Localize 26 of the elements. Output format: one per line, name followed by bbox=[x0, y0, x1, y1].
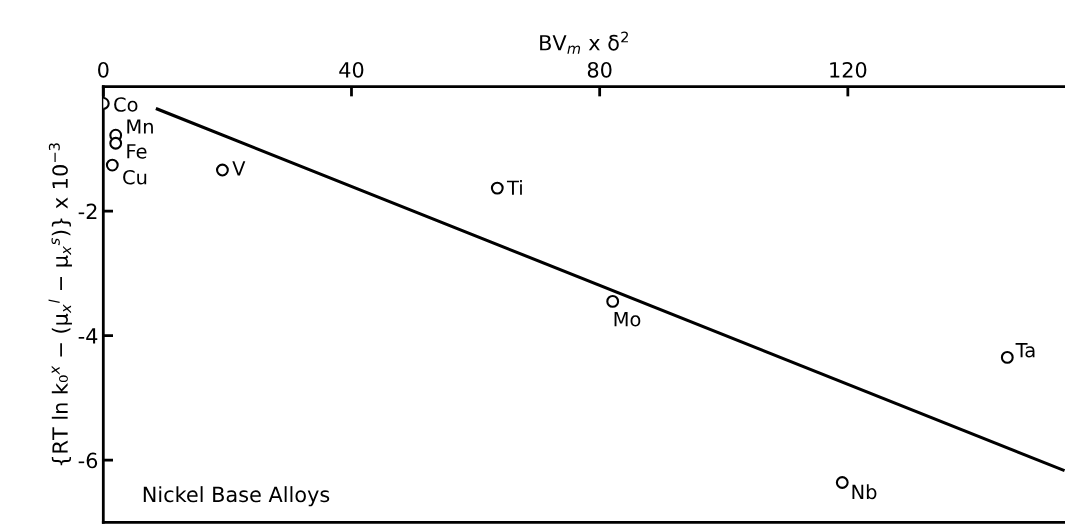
y-tick-label: -6 bbox=[78, 452, 98, 469]
y-tick-label: -2 bbox=[78, 203, 97, 220]
annotation: Fe bbox=[127, 144, 147, 159]
annotation: Cu bbox=[123, 169, 147, 185]
x-tick-label: 80 bbox=[587, 61, 612, 78]
x-axis-title: BV$_{m}$ x δ$^{2}$ bbox=[540, 31, 628, 54]
point bbox=[216, 163, 229, 177]
annotation: Ti bbox=[506, 180, 522, 195]
point bbox=[1000, 350, 1014, 364]
point bbox=[606, 294, 620, 308]
x-tick-label: 40 bbox=[339, 61, 364, 78]
annotation: Ta bbox=[1015, 343, 1035, 358]
x-tick-label: 0 bbox=[98, 61, 109, 78]
y-tick-label: -4 bbox=[78, 328, 98, 344]
point bbox=[105, 158, 119, 172]
x-tick-label: 120 bbox=[830, 61, 867, 78]
annotation: Co bbox=[114, 97, 138, 112]
point bbox=[835, 476, 849, 489]
annotation: V bbox=[232, 161, 246, 176]
annotation: Mn bbox=[127, 119, 153, 134]
annotation: Nickel Base Alloys bbox=[143, 486, 330, 507]
point bbox=[109, 136, 123, 150]
annotation: Mo bbox=[614, 312, 641, 327]
text: {RT ln k₀$^{x}$ − (μ$_{x}$$^{l}$ − μ$_{x}$$^{s}$)} x 10$^{−3}$ bbox=[48, 143, 72, 466]
point bbox=[490, 181, 504, 195]
annotation: Nb bbox=[852, 484, 877, 500]
